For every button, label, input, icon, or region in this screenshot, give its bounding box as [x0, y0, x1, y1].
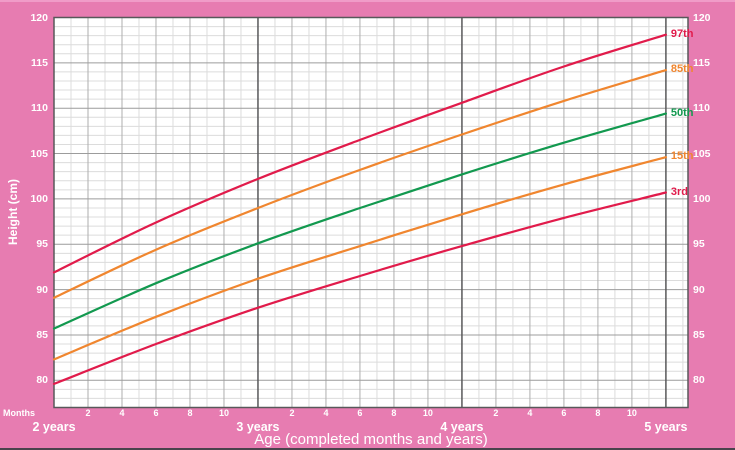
x-axis-title: Age (completed months and years)	[254, 431, 488, 448]
bottom-edge-strip	[0, 448, 735, 450]
percentile-curve-3rd	[52, 191, 667, 385]
x-tick-month-58: 10	[626, 408, 637, 418]
y-tick-right-100: 100	[693, 192, 711, 205]
percentile-label-15th: 15th	[670, 150, 694, 163]
percentile-curve-85th	[52, 69, 667, 299]
plot-frame	[53, 16, 689, 409]
y-tick-right-110: 110	[693, 102, 710, 115]
y-tick-left-110: 110	[31, 102, 48, 115]
y-tick-right-115: 115	[693, 56, 710, 69]
x-tick-month-38: 2	[289, 408, 295, 418]
y-tick-right-85: 85	[693, 328, 705, 341]
y-tick-right-90: 90	[693, 283, 705, 296]
y-tick-left-85: 85	[36, 328, 48, 341]
x-tick-month-34: 10	[218, 408, 229, 418]
y-tick-left-105: 105	[30, 147, 48, 160]
y-tick-left-115: 115	[31, 56, 48, 69]
top-edge-strip	[0, 0, 735, 2]
percentile-label-85th: 85th	[670, 63, 694, 76]
x-year-label-48: 4 years	[440, 420, 484, 434]
x-tick-month-44: 8	[391, 408, 397, 418]
percentile-curve-97th	[52, 33, 667, 274]
grid-year-lines	[257, 17, 667, 408]
y-tick-right-105: 105	[693, 147, 711, 160]
grid-horizontal-major	[54, 62, 688, 381]
grid-vertical-minor	[70, 17, 684, 408]
x-tick-month-46: 10	[422, 408, 433, 418]
y-axis-title: Height (cm)	[6, 179, 20, 245]
x-tick-month-28: 4	[119, 408, 125, 418]
x-tick-month-42: 6	[357, 408, 363, 418]
percentile-curve-50th	[52, 112, 667, 330]
percentile-label-50th: 50th	[670, 106, 694, 119]
grid-horizontal-minor	[54, 26, 688, 399]
grid-vertical-medium	[87, 17, 633, 408]
y-tick-right-80: 80	[693, 374, 705, 387]
x-tick-month-26: 2	[85, 408, 91, 418]
x-tick-month-56: 8	[595, 408, 601, 418]
y-tick-left-100: 100	[30, 192, 48, 205]
y-tick-left-95: 95	[36, 238, 48, 251]
x-tick-month-52: 4	[527, 408, 533, 418]
x-tick-month-32: 8	[187, 408, 193, 418]
x-year-label-36: 3 years	[236, 420, 280, 434]
percentile-curve-15th	[52, 156, 667, 361]
x-year-label-24: 2 years	[32, 420, 76, 434]
x-tick-month-30: 6	[153, 408, 159, 418]
y-tick-left-80: 80	[36, 374, 48, 387]
x-tick-month-50: 2	[493, 408, 499, 418]
percentile-label-97th: 97th	[670, 27, 694, 40]
x-year-label-60: 5 years	[644, 420, 688, 434]
y-tick-right-120: 120	[693, 11, 711, 24]
y-tick-left-90: 90	[36, 283, 48, 296]
x-tick-month-40: 4	[323, 408, 329, 418]
x-tick-month-54: 6	[561, 408, 567, 418]
x-axis-unit-label: Months	[3, 408, 35, 418]
y-tick-right-95: 95	[693, 238, 705, 251]
percentile-label-3rd: 3rd	[670, 185, 689, 198]
y-tick-left-120: 120	[30, 11, 48, 24]
plot-background	[54, 17, 688, 408]
